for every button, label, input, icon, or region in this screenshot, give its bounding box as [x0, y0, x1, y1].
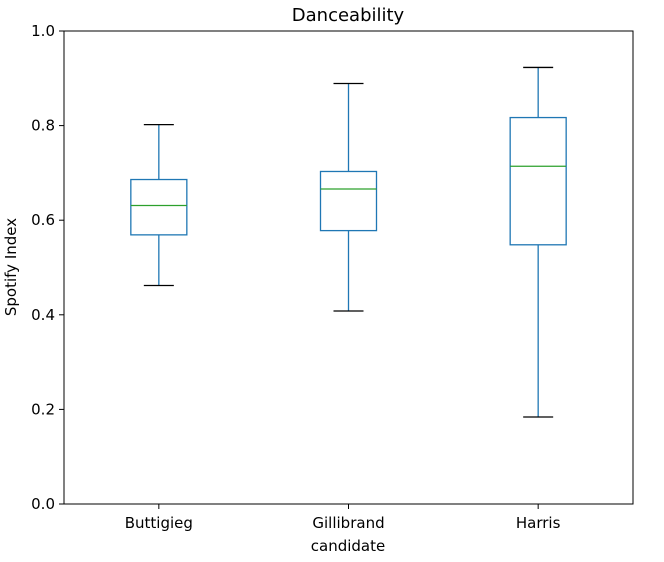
- x-tick-label: Harris: [516, 514, 561, 532]
- y-tick-label: 0.2: [31, 400, 55, 418]
- x-tick-label: Gillibrand: [312, 514, 384, 532]
- y-tick-label: 0.6: [31, 211, 55, 229]
- box-iqr: [509, 116, 567, 246]
- y-tick-label: 0.4: [31, 306, 55, 324]
- plot-frame: [63, 30, 634, 505]
- box-iqr: [130, 178, 188, 236]
- x-axis-label: candidate: [311, 537, 385, 555]
- box-iqr: [319, 170, 378, 232]
- y-tick-label: 0.8: [31, 117, 55, 135]
- y-tick-label: 1.0: [31, 22, 55, 40]
- y-axis-label: Spotify Index: [2, 218, 20, 316]
- y-tick-label: 0.0: [31, 495, 55, 513]
- chart-marks: 0.0 0.2 0.4 0.6 0.8 1.0 Buttigieg Gillibrand Har…: [31, 22, 567, 532]
- x-tick-label: Buttigieg: [125, 514, 193, 532]
- chart-title: Danceability: [292, 5, 405, 26]
